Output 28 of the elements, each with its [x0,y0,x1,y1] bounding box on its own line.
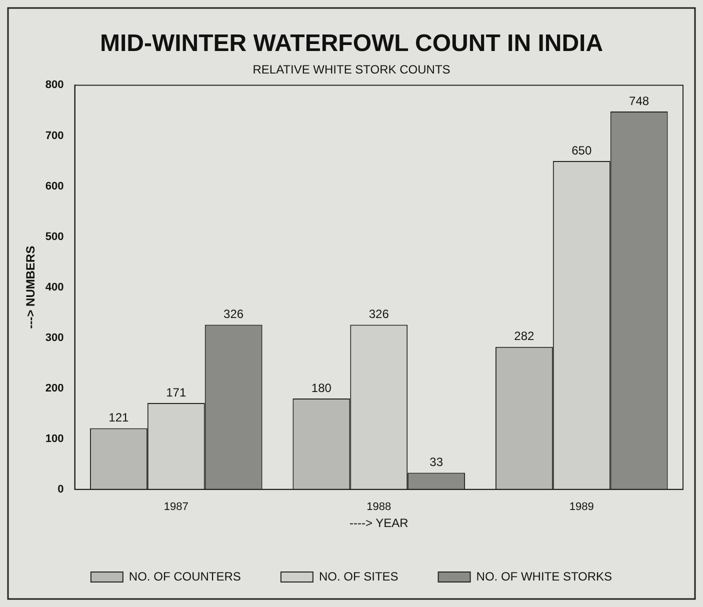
x-axis-title: ----> YEAR [349,516,409,530]
data-label: 650 [572,143,592,158]
legend-label: NO. OF SITES [318,569,398,584]
data-label: 748 [629,94,650,108]
chart-title: MID-WINTER WATERFOWL COUNT IN INDIA [100,30,604,58]
chart-subtitle: RELATIVE WHITE STORK COUNTS [252,62,450,76]
data-label: 171 [166,385,186,400]
y-tick-label: 800 [45,79,64,92]
data-label: 180 [311,380,332,395]
x-tick-label: 1988 [366,501,392,514]
x-tick-label: 1987 [164,501,188,514]
y-tick-label: 300 [45,332,64,344]
y-tick-label: 400 [45,281,64,294]
y-tick-label: 0 [58,483,64,496]
y-tick-label: 200 [45,382,64,394]
data-label: 121 [108,410,130,425]
data-label: 282 [514,329,535,344]
x-tick-label: 1989 [569,501,594,514]
data-label: 326 [224,307,244,321]
data-label: 326 [368,307,390,321]
y-tick-label: 600 [45,180,64,192]
y-axis-title: ---> NUMBERS [24,246,38,329]
legend-label: NO. OF WHITE STORKS [476,569,612,584]
data-label: 33 [430,455,444,470]
y-tick-label: 500 [45,230,64,243]
legend-label: NO. OF COUNTERS [128,569,241,584]
y-tick-label: 700 [45,130,64,142]
y-tick-label: 100 [45,432,64,445]
